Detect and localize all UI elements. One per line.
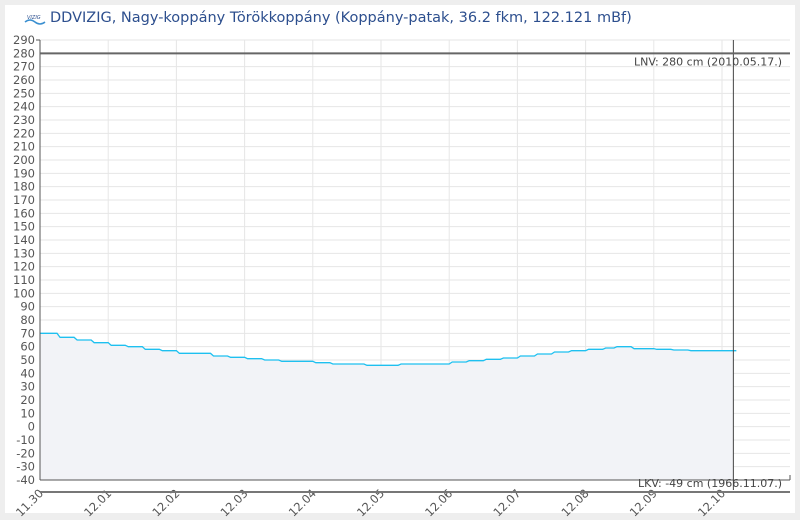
y-tick-label: 40 — [20, 366, 35, 380]
y-tick-label: 60 — [20, 340, 35, 354]
chart-title: DDVIZIG, Nagy-koppány Törökkoppány (Kopp… — [50, 10, 632, 26]
y-tick-label: 100 — [13, 286, 35, 300]
y-tick-label: 170 — [13, 193, 35, 207]
y-tick-label: 130 — [13, 246, 35, 260]
y-tick-label: 150 — [13, 220, 35, 234]
y-tick-label: -30 — [16, 460, 35, 474]
y-tick-label: 20 — [20, 393, 35, 407]
y-tick-label: 270 — [13, 60, 35, 74]
y-tick-label: 140 — [13, 233, 35, 247]
y-tick-label: 30 — [20, 380, 35, 394]
y-tick-label: 200 — [13, 153, 35, 167]
y-tick-label: 180 — [13, 180, 35, 194]
y-tick-label: 110 — [13, 273, 35, 287]
svg-text:VIZIG: VIZIG — [27, 15, 41, 21]
y-tick-label: 250 — [13, 86, 35, 100]
vizig-logo-icon: VIZIG — [24, 15, 46, 25]
y-tick-label: -20 — [16, 446, 35, 460]
y-tick-label: 220 — [13, 126, 35, 140]
y-tick-label: 0 — [28, 420, 35, 434]
y-tick-label: 240 — [13, 100, 35, 114]
y-tick-label: 80 — [20, 313, 35, 327]
y-tick-label: 90 — [20, 300, 35, 314]
y-tick-label: 120 — [13, 260, 35, 274]
y-tick-label: 280 — [13, 46, 35, 60]
lkv-label: LKV: -49 cm (1966.11.07.) — [638, 477, 782, 490]
series-line — [40, 332, 737, 366]
y-tick-label: -40 — [16, 473, 35, 487]
y-tick-label: 160 — [13, 206, 35, 220]
y-tick-label: 260 — [13, 73, 35, 87]
series-area — [40, 333, 737, 480]
y-tick-label: 70 — [20, 326, 35, 340]
lnv-label: LNV: 280 cm (2010.05.17.) — [634, 55, 782, 68]
y-tick-label: 50 — [20, 353, 35, 367]
y-tick-label: 210 — [13, 140, 35, 154]
y-tick-label: 190 — [13, 166, 35, 180]
y-tick-label: 230 — [13, 113, 35, 127]
y-tick-label: 10 — [20, 406, 35, 420]
y-tick-label: -10 — [16, 433, 35, 447]
y-tick-label: 290 — [13, 33, 35, 47]
